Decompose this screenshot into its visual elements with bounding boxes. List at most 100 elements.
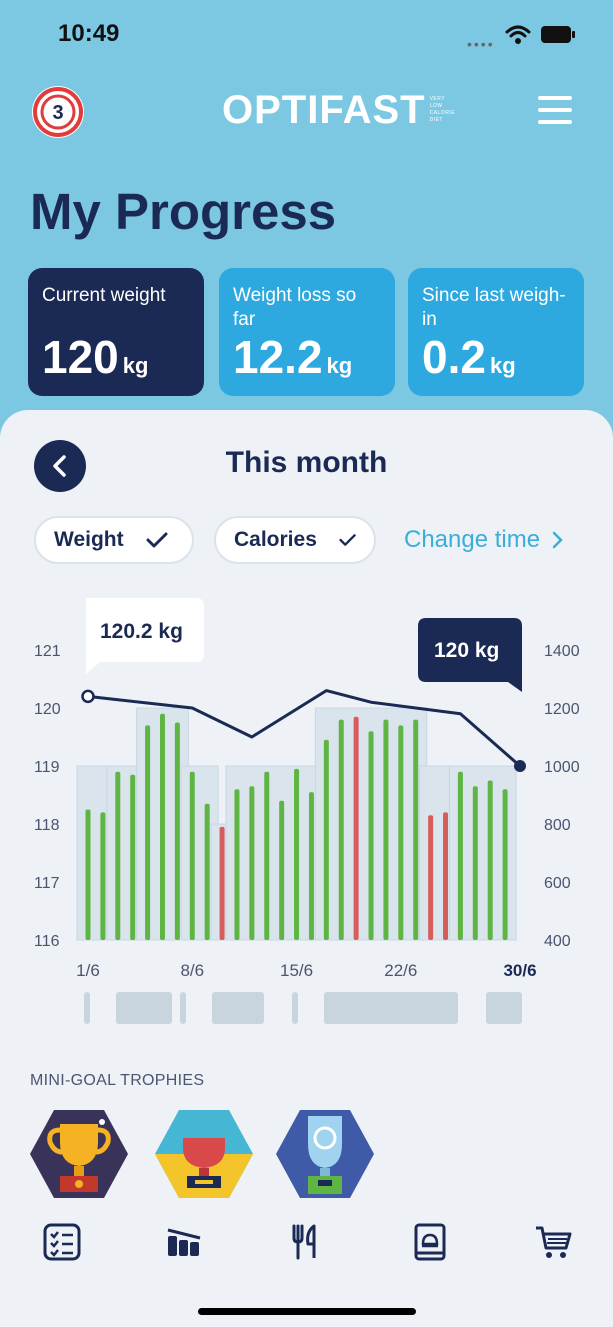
calorie-bar: [308, 792, 314, 940]
y-left-tick-label: 120: [34, 701, 61, 718]
calorie-bar: [398, 725, 404, 940]
calorie-bar: [279, 800, 285, 940]
y-right-tick-label: 600: [544, 875, 571, 892]
calorie-bar: [457, 771, 463, 940]
calorie-bar: [443, 812, 449, 940]
checklist-icon[interactable]: [42, 1222, 82, 1262]
weight-point-start: [81, 689, 95, 704]
weight-loss-card: Weight loss so far 12.2 kg: [219, 268, 395, 396]
y-left-tick-label: 121: [34, 643, 61, 660]
stat-label: Current weight: [42, 285, 166, 306]
stat-unit: kg: [122, 353, 149, 378]
calorie-bar: [428, 815, 434, 940]
page-title: My Progress: [30, 183, 337, 240]
x-tick-label: 30/6: [503, 961, 536, 980]
fork-knife-icon[interactable]: [286, 1222, 326, 1262]
calorie-bar: [353, 716, 359, 940]
check-icon: [146, 532, 168, 548]
stat-label: Since last weigh-in: [422, 285, 566, 330]
stat-value: 12.2: [233, 331, 323, 383]
menu-icon[interactable]: [538, 96, 572, 124]
y-right-tick-label: 1000: [544, 759, 580, 776]
calorie-bar: [234, 789, 240, 940]
calorie-bar: [85, 809, 91, 940]
back-button[interactable]: [34, 440, 86, 492]
week-selector-segment: [324, 992, 458, 1024]
calorie-bar: [264, 771, 270, 940]
week-selector-segment: [292, 992, 298, 1024]
calorie-bar: [115, 771, 121, 940]
home-indicator: [198, 1308, 416, 1315]
calorie-bar: [219, 826, 225, 940]
x-tick-label: 1/6: [76, 961, 100, 980]
calorie-week-block: [225, 765, 323, 941]
change-time-link[interactable]: Change time: [404, 526, 564, 554]
end-weight-callout: [418, 618, 522, 692]
red-trophy-icon[interactable]: [155, 1108, 253, 1200]
shopping-cart-icon[interactable]: [534, 1222, 574, 1262]
calorie-bar: [487, 780, 493, 940]
logo-text: OPTIFAST: [222, 87, 426, 132]
status-bar: 10:49 ••••: [0, 0, 613, 70]
bottom-tab-bar: [0, 1222, 613, 1272]
current-weight-card: Current weight 120 kg: [28, 268, 204, 396]
week-selector-segment: [486, 992, 522, 1024]
calorie-bar: [249, 786, 255, 940]
filter-label: Calories: [234, 528, 317, 551]
calorie-bar: [174, 722, 180, 940]
chevron-left-icon: [53, 455, 66, 477]
calorie-bar: [189, 771, 195, 940]
trophies-title: MINI-GOAL TROPHIES: [30, 1072, 205, 1089]
start-weight-callout: [86, 598, 204, 674]
y-left-tick-label: 119: [34, 759, 60, 776]
battery-icon: [541, 26, 575, 43]
y-right-tick-label: 1200: [544, 701, 580, 718]
recipe-book-icon[interactable]: [410, 1222, 450, 1262]
y-right-tick-label: 800: [544, 817, 571, 834]
gold-trophy-icon[interactable]: [30, 1108, 128, 1200]
calorie-bar: [159, 713, 165, 940]
brand-logo: OPTIFAST VERY LOW CALORIE DIET: [222, 88, 455, 132]
weight-line: [87, 689, 521, 768]
calorie-bar: [368, 731, 374, 940]
y-left-tick-label: 116: [34, 933, 60, 950]
calories-filter-chip[interactable]: Calories: [214, 516, 376, 564]
streak-badge-icon[interactable]: 3: [30, 84, 86, 140]
calorie-bar: [323, 739, 329, 940]
y-right-tick-label: 400: [544, 933, 571, 950]
x-tick-label: 22/6: [384, 961, 417, 980]
y-right-tick-label: 1400: [544, 643, 580, 660]
week-selector-segment: [84, 992, 90, 1024]
y-left-tick-label: 118: [34, 817, 60, 834]
y-left-tick-label: 117: [34, 875, 60, 892]
week-selector-segment: [212, 992, 264, 1024]
start-weight-label: 120.2 kg: [100, 620, 183, 643]
calorie-bar: [383, 719, 389, 940]
weight-filter-chip[interactable]: Weight: [34, 516, 194, 564]
calorie-bar: [130, 774, 136, 940]
blue-trophy-icon[interactable]: [276, 1108, 374, 1200]
calorie-bar: [100, 812, 106, 940]
calorie-bar: [338, 719, 344, 940]
calorie-bar: [413, 719, 419, 940]
calorie-bar: [472, 786, 478, 940]
stat-value: 120: [42, 331, 119, 383]
week-selector-segment: [116, 992, 172, 1024]
week-selector-segment: [180, 992, 186, 1024]
calorie-bar: [502, 789, 508, 940]
check-icon: [339, 534, 356, 546]
calorie-bar: [145, 725, 151, 940]
progress-chart: 116 117 118 119 120 121 400 600 800 1000 1200 1400 1…: [34, 598, 580, 1024]
stat-unit: kg: [326, 353, 353, 378]
status-time: 10:49: [58, 20, 120, 47]
badge-number: 3: [52, 102, 63, 124]
chevron-right-icon: [552, 531, 563, 549]
stat-value: 0.2: [422, 331, 486, 383]
filter-label: Weight: [54, 528, 124, 551]
progress-chart-icon[interactable]: [164, 1222, 204, 1262]
wifi-icon: [505, 25, 531, 44]
stat-label: Weight loss so far: [233, 285, 357, 330]
signal-icon: ••••: [467, 36, 495, 52]
x-tick-label: 15/6: [280, 961, 313, 980]
end-weight-label: 120 kg: [434, 639, 499, 662]
